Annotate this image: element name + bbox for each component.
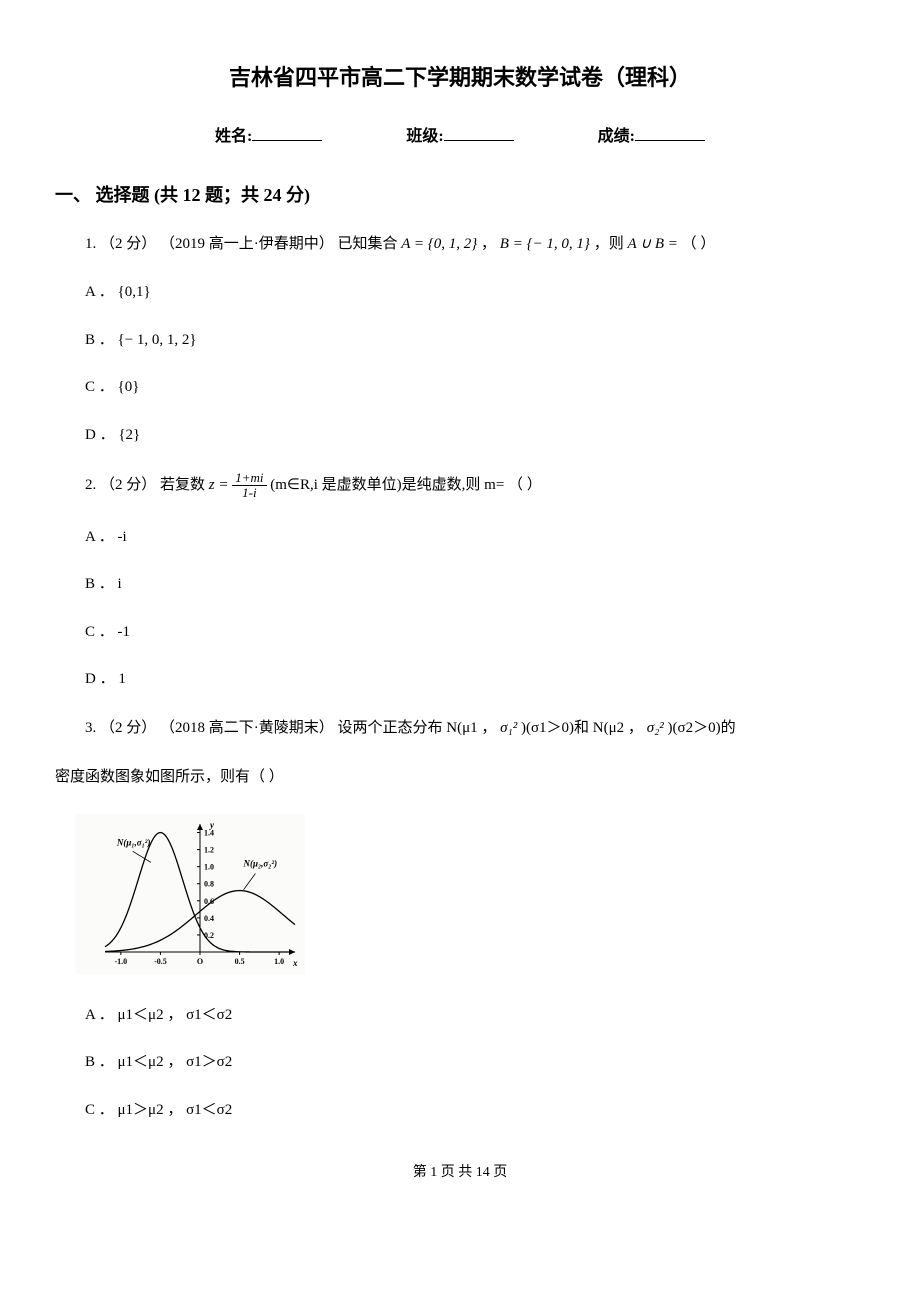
class-label: 班级:: [406, 128, 443, 145]
q3-text-b: )(σ1＞0)和 N(μ2 ，: [521, 720, 647, 736]
svg-text:1.0: 1.0: [274, 957, 284, 966]
q1-optB-label: B ．: [85, 332, 114, 348]
score-blank: [635, 126, 705, 141]
student-info-line: 姓名: 班级: 成绩:: [55, 122, 865, 146]
page-title: 吉林省四平市高二下学期期末数学试卷（理科）: [55, 60, 865, 92]
q1-union: A ∪ B =: [627, 236, 677, 252]
q1-text-b: ，: [481, 236, 500, 252]
q2-fraction: 1+mi 1-i: [232, 471, 266, 501]
svg-text:x: x: [292, 958, 298, 968]
q1-text-c: ，则: [594, 236, 628, 252]
q2-option-b: B ． i: [85, 573, 865, 596]
svg-text:O: O: [197, 957, 203, 966]
q1-stem: 1. （2 分） （2019 高一上·伊春期中） 已知集合 A = {0, 1,…: [85, 232, 865, 256]
q1-optA-label: A ．: [85, 284, 114, 300]
q1-option-d: D ． {2}: [85, 424, 865, 447]
q2-option-c: C ． -1: [85, 621, 865, 644]
svg-text:N(μ₁,σ₁²): N(μ₁,σ₁²): [116, 837, 151, 847]
q1-text-a: 1. （2 分） （2019 高一上·伊春期中） 已知集合: [85, 236, 401, 252]
q2-stem: 2. （2 分） 若复数 z = 1+mi 1-i (m∈R,i 是虚数单位)是…: [85, 471, 865, 501]
svg-text:0.8: 0.8: [204, 879, 214, 888]
q3-chart: -1.0-0.5O0.51.00.20.40.60.81.01.21.4yxN(…: [75, 814, 865, 979]
svg-text:0.5: 0.5: [235, 957, 245, 966]
q3-text-a: 3. （2 分） （2018 高二下·黄陵期末） 设两个正态分布 N(μ1 ，: [85, 720, 500, 736]
q1-optA-value: {0,1}: [118, 284, 151, 300]
svg-text:0.4: 0.4: [204, 913, 214, 922]
q2-text-a: 2. （2 分） 若复数: [85, 477, 205, 493]
q3-option-b: B ． μ1＜μ2 ， σ1＞σ2: [85, 1051, 865, 1074]
q2-frac-num: 1+mi: [232, 471, 266, 486]
svg-text:-0.5: -0.5: [154, 957, 167, 966]
q2-option-d: D ． 1: [85, 668, 865, 691]
name-label: 姓名:: [215, 128, 252, 145]
score-label: 成绩:: [598, 128, 635, 145]
normal-distribution-chart: -1.0-0.5O0.51.00.20.40.60.81.01.21.4yxN(…: [75, 814, 305, 974]
q1-optC-value: {0}: [118, 379, 140, 395]
q3-option-a: A ． μ1＜μ2 ， σ1＜σ2: [85, 1004, 865, 1027]
q1-optD-label: D ．: [85, 427, 115, 443]
q2-text-b: (m∈R,i 是虚数单位)是纯虚数,则 m= （ ）: [270, 477, 542, 493]
svg-text:1.0: 1.0: [204, 862, 214, 871]
svg-text:0.2: 0.2: [204, 931, 214, 940]
q3-option-c: C ． μ1＞μ2 ， σ1＜σ2: [85, 1099, 865, 1122]
page-footer: 第 1 页 共 14 页: [55, 1161, 865, 1181]
svg-text:-1.0: -1.0: [114, 957, 127, 966]
q3-stem-cont: 密度函数图象如图所示，则有（ ）: [55, 765, 865, 789]
q2-z-eq: z =: [209, 477, 229, 493]
section-heading: 一、 选择题 (共 12 题；共 24 分): [55, 181, 865, 207]
q2-frac-den: 1-i: [232, 486, 266, 500]
q3-sigma2: σ₂²: [647, 720, 664, 736]
q1-optD-value: {2}: [118, 427, 140, 443]
q3-text-c: )(σ2＞0)的: [668, 720, 736, 736]
svg-text:1.2: 1.2: [204, 845, 214, 854]
q1-optC-label: C ．: [85, 379, 114, 395]
class-blank: [444, 126, 514, 141]
q1-set-b: B = {− 1, 0, 1}: [500, 236, 590, 252]
q1-set-a: A = {0, 1, 2}: [401, 236, 477, 252]
q1-text-d: （ ）: [682, 236, 716, 252]
svg-text:N(μ₂,σ₂²): N(μ₂,σ₂²): [243, 858, 278, 868]
q3-stem: 3. （2 分） （2018 高二下·黄陵期末） 设两个正态分布 N(μ1 ， …: [85, 716, 865, 740]
q3-sigma1: σ₁²: [500, 720, 517, 736]
q1-optB-value: {− 1, 0, 1, 2}: [118, 332, 197, 348]
q1-option-c: C ． {0}: [85, 376, 865, 399]
q1-option-a: A ． {0,1}: [85, 281, 865, 304]
name-blank: [252, 126, 322, 141]
q2-option-a: A ． -i: [85, 526, 865, 549]
q1-option-b: B ． {− 1, 0, 1, 2}: [85, 329, 865, 352]
